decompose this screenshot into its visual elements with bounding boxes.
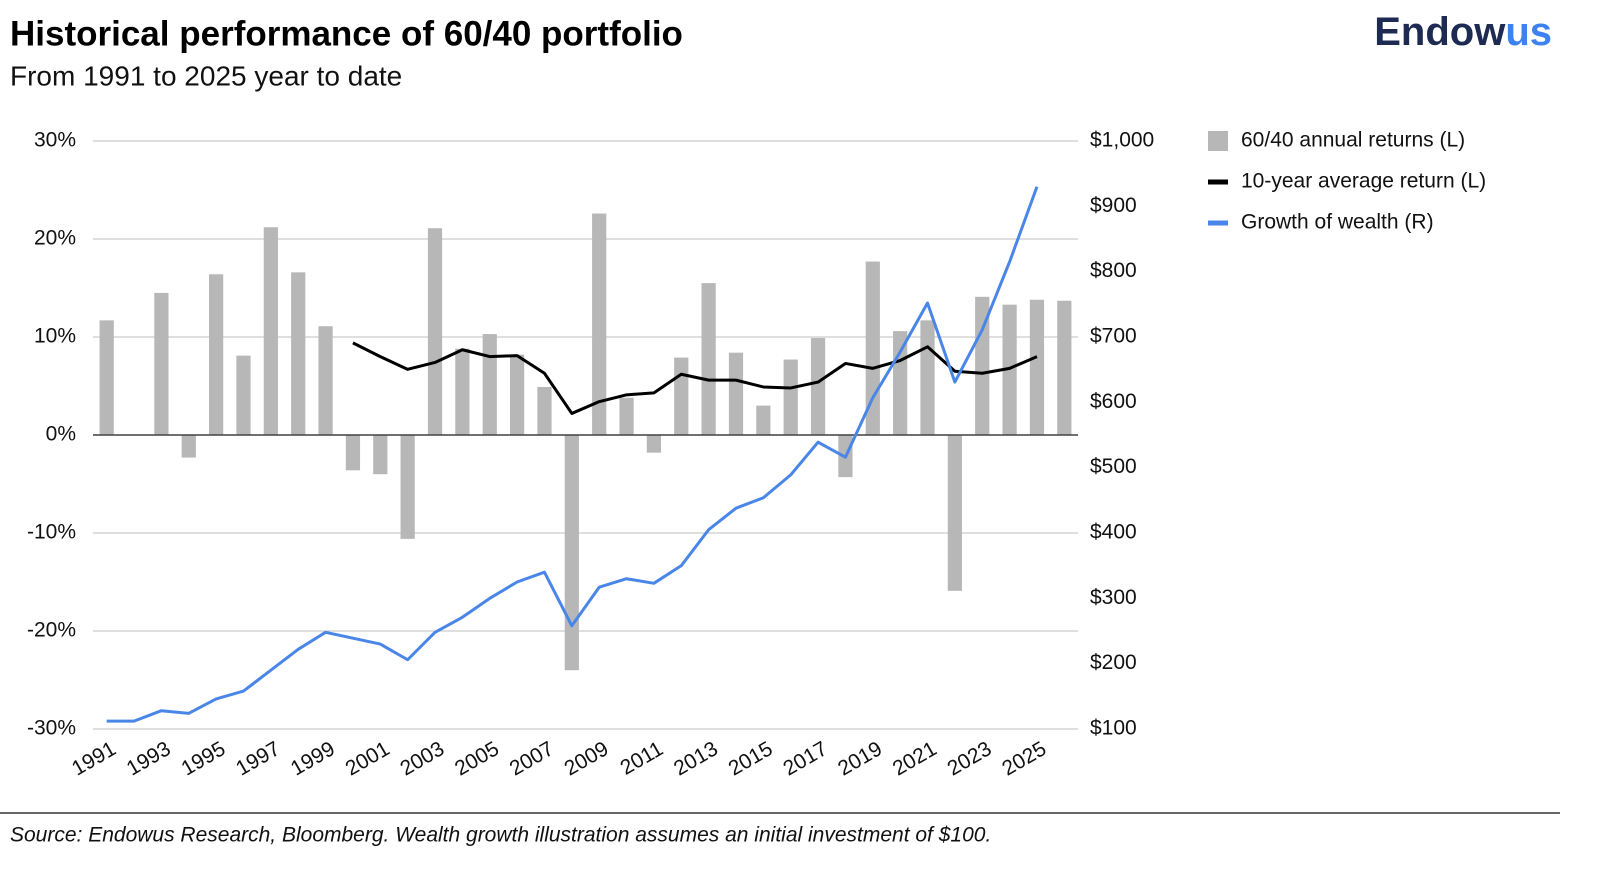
bar <box>181 435 196 458</box>
y2-tick-label: $300 <box>1090 586 1137 609</box>
logo-main: Endow <box>1374 10 1506 54</box>
x-tick-label: 2003 <box>396 737 448 780</box>
chart-title: Historical performance of 60/40 portfoli… <box>10 14 683 53</box>
logo-accent: us <box>1505 10 1552 54</box>
legend-swatch <box>1208 131 1228 151</box>
bar <box>674 357 689 435</box>
legend-label: Growth of wealth (R) <box>1241 211 1434 234</box>
x-tick-label: 2007 <box>506 737 558 780</box>
logo: Endowus <box>1374 10 1552 54</box>
y2-tick-label: $200 <box>1090 651 1137 674</box>
bar <box>345 435 361 471</box>
y-tick-label: -10% <box>27 521 76 544</box>
bar <box>920 320 935 435</box>
y2-tick-label: $700 <box>1090 325 1137 348</box>
chart-subtitle: From 1991 to 2025 year to date <box>10 60 402 91</box>
x-tick-label: 2023 <box>944 737 996 780</box>
y2-tick-label: $1,000 <box>1090 129 1154 152</box>
x-tick-label: 2015 <box>725 737 777 780</box>
bar <box>427 228 443 435</box>
legend-label: 60/40 annual returns (L) <box>1241 129 1465 152</box>
bar <box>975 296 990 435</box>
bar <box>701 283 716 435</box>
line <box>352 341 1038 415</box>
x-tick-label: 2019 <box>834 737 886 780</box>
x-tick-label: 1999 <box>287 737 339 780</box>
bar <box>509 354 525 435</box>
bar <box>893 331 908 435</box>
x-tick-label: 1995 <box>177 737 229 780</box>
x-tick-label: 2017 <box>779 737 831 780</box>
y-tick-label: 0% <box>46 423 76 446</box>
x-tick-label: 2011 <box>617 737 668 780</box>
bar <box>646 435 662 453</box>
bar <box>810 337 826 435</box>
bar <box>318 326 333 435</box>
bar <box>1029 299 1045 435</box>
bar <box>537 386 552 435</box>
bar <box>455 348 470 435</box>
bar <box>400 435 415 539</box>
bar <box>482 334 497 435</box>
y2-tick-label: $600 <box>1090 390 1137 413</box>
x-tick-label: 1993 <box>123 737 175 780</box>
y-tick-label: -30% <box>27 717 76 740</box>
bar <box>291 272 306 435</box>
y2-tick-label: $100 <box>1090 717 1137 740</box>
bar <box>728 352 744 435</box>
bar <box>564 435 579 671</box>
x-tick-label: 1997 <box>232 737 284 780</box>
y2-tick-label: $900 <box>1090 194 1137 217</box>
bar <box>592 213 607 435</box>
bar <box>1057 300 1072 435</box>
y-tick-label: 30% <box>34 129 76 152</box>
bar <box>99 320 114 435</box>
x-tick-label: 2021 <box>889 737 941 780</box>
x-tick-label: 2001 <box>342 737 394 780</box>
x-tick-label: 2013 <box>670 737 722 780</box>
bar <box>373 435 388 475</box>
y2-tick-label: $800 <box>1090 259 1137 282</box>
x-tick-label: 2009 <box>560 737 612 780</box>
line <box>106 186 1039 723</box>
bar <box>209 274 224 435</box>
bar <box>154 292 169 435</box>
bar <box>756 405 771 435</box>
y-tick-label: 20% <box>34 227 76 250</box>
x-tick-label: 2005 <box>451 737 503 780</box>
bar <box>236 355 251 435</box>
bar <box>263 227 278 435</box>
bar <box>783 359 798 435</box>
x-tick-label: 2025 <box>998 737 1050 780</box>
source-note: Source: Endowus Research, Bloomberg. Wea… <box>10 824 991 847</box>
y2-tick-label: $400 <box>1090 521 1137 544</box>
bar <box>619 397 634 435</box>
y-tick-label: -20% <box>27 619 76 642</box>
y2-tick-label: $500 <box>1090 455 1137 478</box>
y-tick-label: 10% <box>34 325 76 348</box>
legend-label: 10-year average return (L) <box>1241 170 1486 193</box>
bar <box>947 435 962 591</box>
x-tick-label: 1991 <box>68 737 120 780</box>
